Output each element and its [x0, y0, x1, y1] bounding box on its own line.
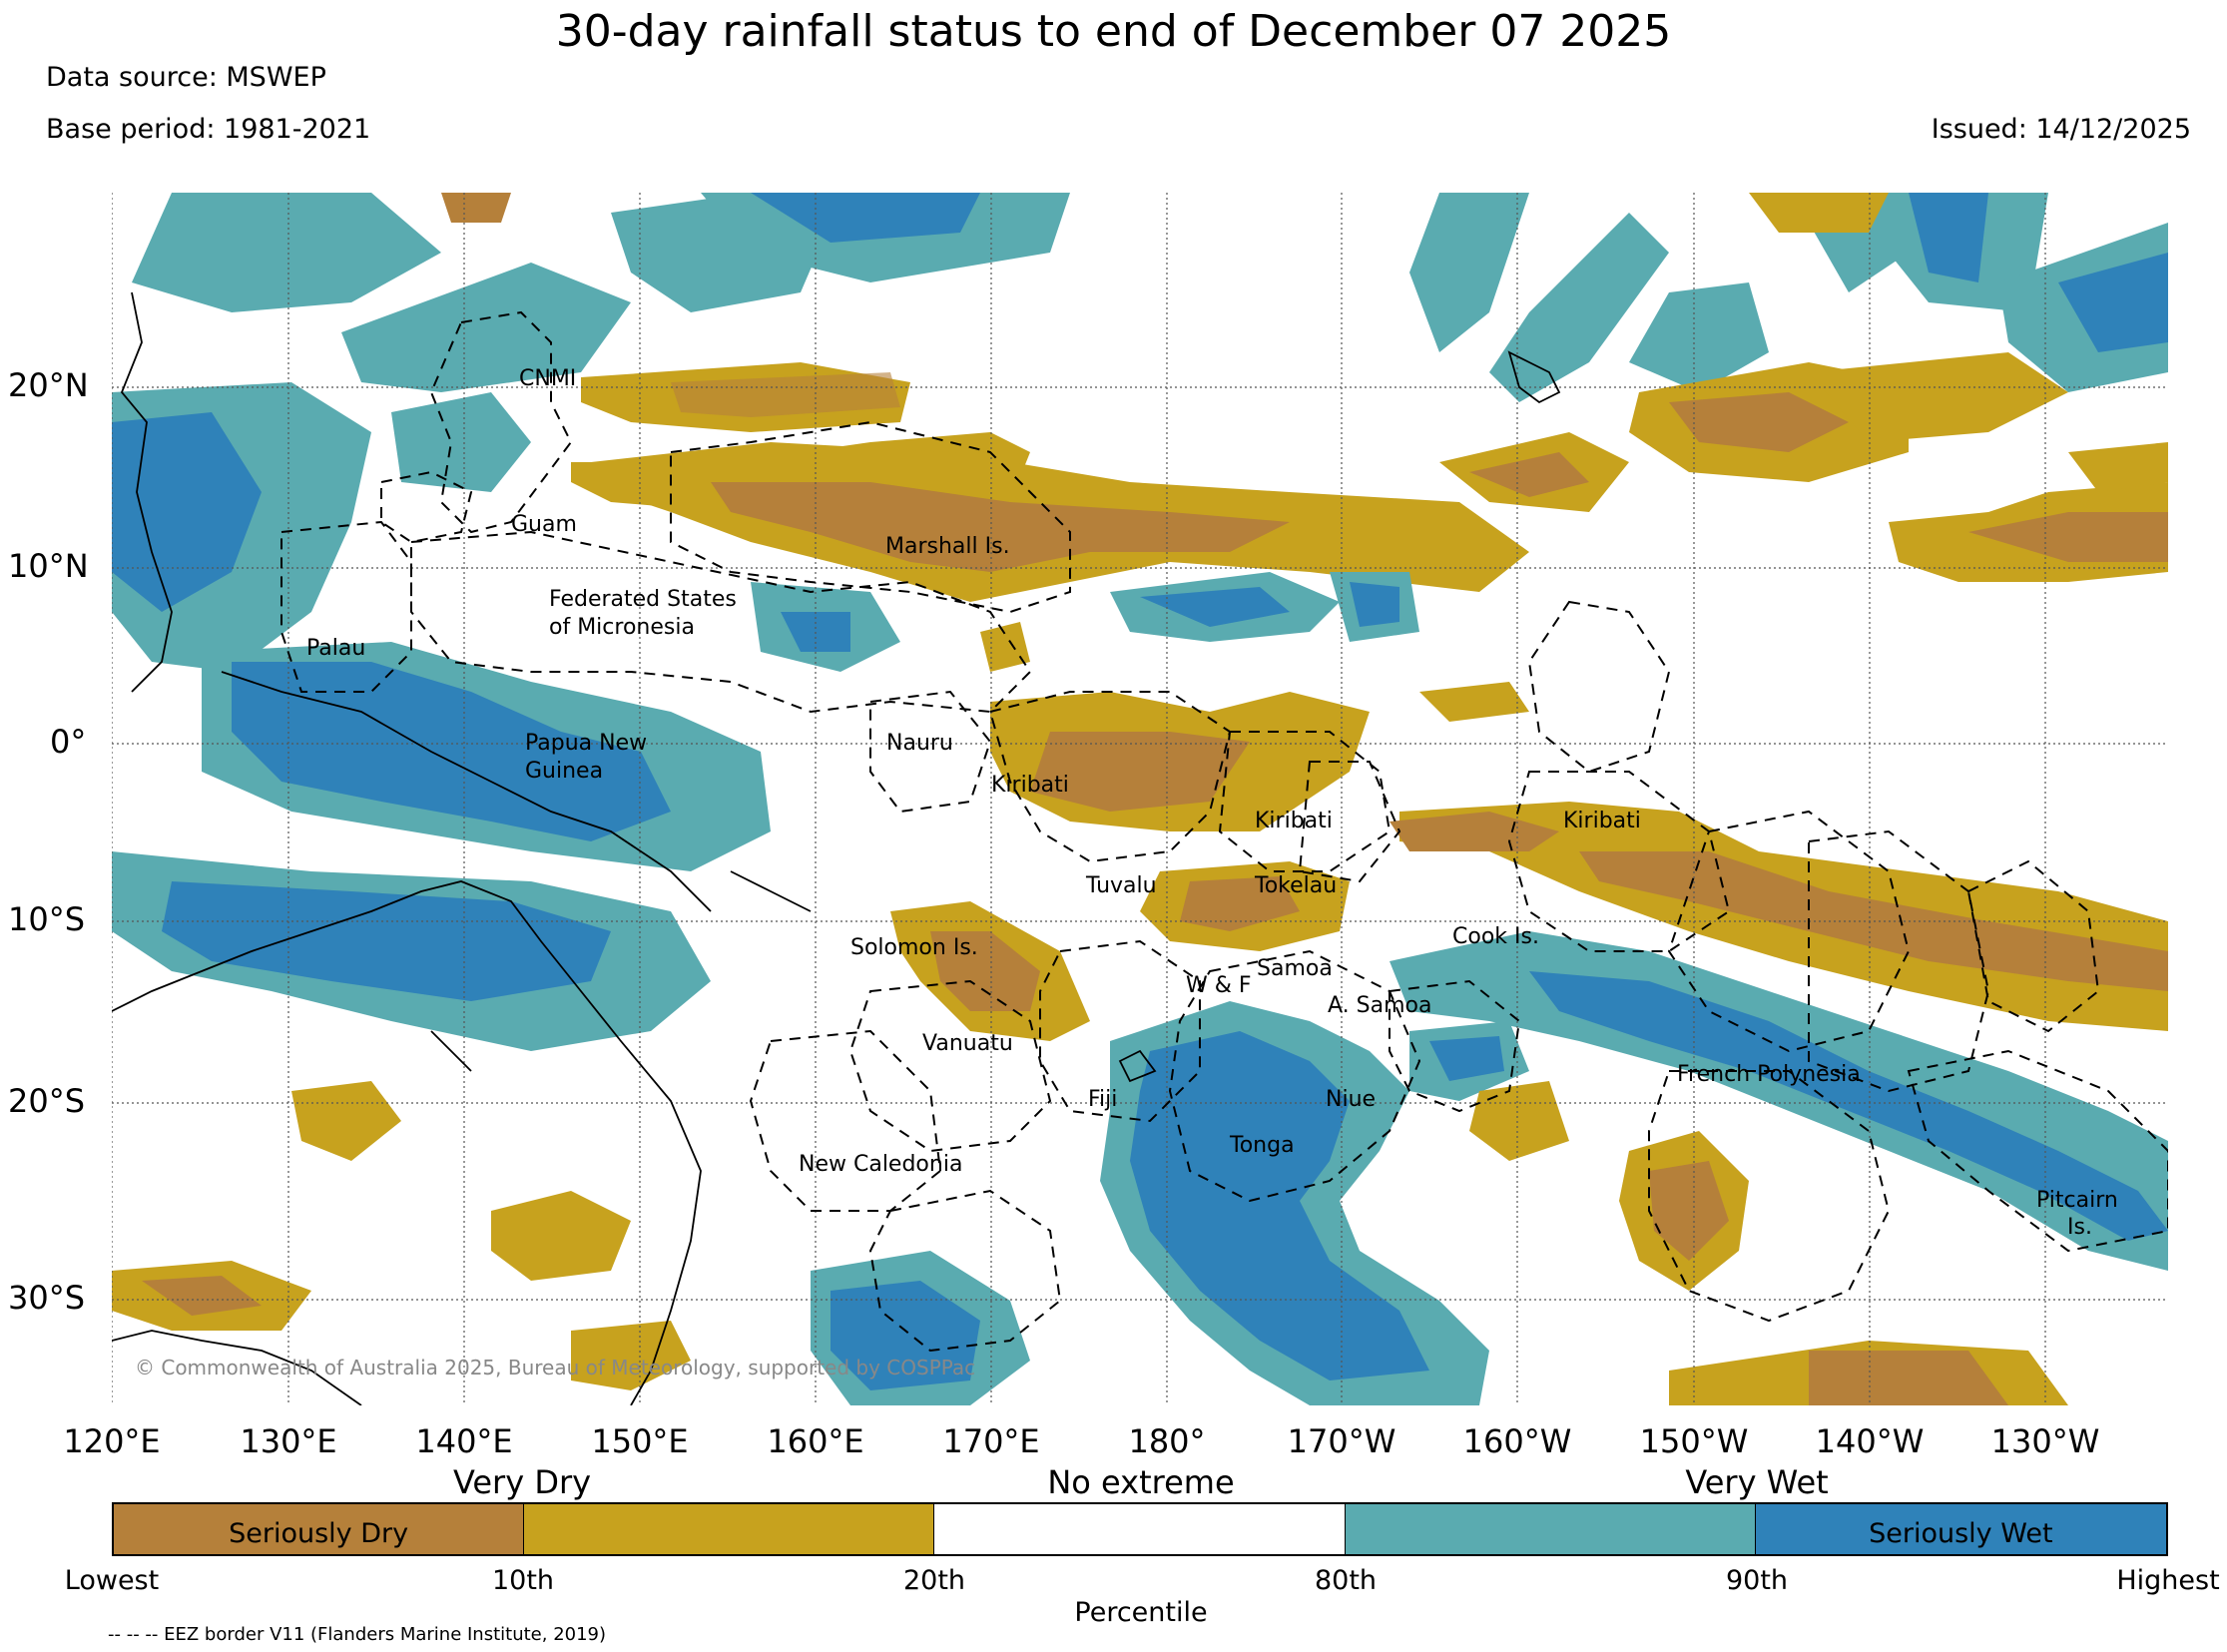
graticule [112, 193, 2168, 1405]
region-label-cook: Cook Is. [1452, 924, 1539, 949]
colorbar-tick-10th: 10th [491, 1565, 555, 1596]
colorbar-tick-80th: 80th [1314, 1565, 1378, 1596]
lon-label-160w: 160°W [1462, 1422, 1572, 1460]
legend-very-dry-title: Very Dry [452, 1463, 592, 1501]
data-source-label: Data source: MSWEP [46, 62, 326, 93]
region-label-guam: Guam [511, 512, 577, 537]
colorbar-segment-seriously-dry: Seriously Dry [114, 1504, 525, 1554]
lon-label-140e: 140°E [415, 1422, 513, 1460]
rainfall-patches [112, 193, 2168, 1405]
region-label-wallis-futuna: W & F [1186, 973, 1252, 998]
colorbar-segment-very-dry [524, 1504, 935, 1554]
colorbar-tick-20th: 20th [902, 1565, 966, 1596]
colorbar-tick-90th: 90th [1725, 1565, 1789, 1596]
region-label-palau: Palau [306, 636, 366, 661]
lon-label-150w: 150°W [1639, 1422, 1749, 1460]
region-label-tokelau: Tokelau [1255, 873, 1338, 898]
lon-label-150e: 150°E [591, 1422, 689, 1460]
region-label-marshall: Marshall Is. [885, 534, 1010, 559]
eez-borders [280, 310, 2168, 1353]
region-label-cnmi: CNMI [519, 366, 577, 391]
colorbar-tick-highest: Highest [2116, 1565, 2220, 1596]
lon-label-140w: 140°W [1815, 1422, 1925, 1460]
percentile-colorbar: Seriously Dry Seriously Wet [112, 1502, 2168, 1556]
region-label-american-samoa: A. Samoa [1328, 993, 1432, 1018]
region-label-png-line2: Guinea [525, 759, 604, 784]
colorbar-axis-title: Percentile [1074, 1597, 1208, 1628]
lon-label-160e: 160°E [767, 1422, 864, 1460]
legend-very-wet-title: Very Wet [1685, 1463, 1829, 1501]
base-period-label: Base period: 1981-2021 [46, 114, 371, 145]
legend-no-extreme-title: No extreme [1047, 1463, 1235, 1501]
coastlines [112, 291, 1561, 1405]
lat-label-0: 0° [50, 723, 87, 761]
region-label-samoa: Samoa [1257, 956, 1333, 981]
region-label-solomon: Solomon Is. [850, 935, 978, 960]
eez-border-note: -- -- -- EEZ border V11 (Flanders Marine… [108, 1624, 607, 1645]
region-label-kiribati-east: Kiribati [1563, 809, 1641, 833]
lat-label-10n: 10°N [8, 547, 89, 585]
colorbar-label-seriously-dry: Seriously Dry [229, 1518, 409, 1549]
region-label-tuvalu: Tuvalu [1086, 873, 1157, 898]
region-label-vanuatu: Vanuatu [922, 1031, 1013, 1056]
colorbar-tick-lowest: Lowest [64, 1565, 160, 1596]
region-label-fsm-line2: of Micronesia [549, 615, 695, 640]
lon-label-170e: 170°E [942, 1422, 1040, 1460]
colorbar-segment-seriously-wet: Seriously Wet [1755, 1504, 2166, 1554]
rainfall-map [112, 193, 2168, 1405]
region-label-kiribati-central: Kiribati [1255, 809, 1333, 833]
colorbar-segment-very-wet [1345, 1504, 1756, 1554]
lon-label-180: 180° [1128, 1422, 1206, 1460]
region-label-tonga: Tonga [1230, 1133, 1295, 1158]
lon-label-170w: 170°W [1287, 1422, 1396, 1460]
region-label-nauru: Nauru [886, 731, 953, 756]
region-label-pitcairn-line2: Is. [2067, 1215, 2092, 1240]
lat-label-10s: 10°S [8, 900, 86, 938]
lat-label-20s: 20°S [8, 1082, 86, 1120]
region-label-fsm-line1: Federated States [549, 587, 737, 612]
lon-label-130e: 130°E [240, 1422, 337, 1460]
colorbar-label-seriously-wet: Seriously Wet [1869, 1518, 2053, 1549]
region-label-png-line1: Papua New [525, 731, 648, 756]
region-label-new-caledonia: New Caledonia [799, 1152, 963, 1177]
copyright-notice: © Commonwealth of Australia 2025, Bureau… [135, 1356, 976, 1379]
lon-label-120e: 120°E [63, 1422, 161, 1460]
lat-label-20n: 20°N [8, 366, 89, 404]
colorbar-segment-no-extreme [934, 1504, 1346, 1554]
region-label-french-polynesia: French Polynesia [1677, 1062, 1861, 1087]
map-canvas [112, 193, 2168, 1405]
lat-label-30s: 30°S [8, 1279, 86, 1317]
region-label-pitcairn-line1: Pitcairn [2036, 1188, 2118, 1213]
region-label-kiribati-west: Kiribati [991, 773, 1069, 798]
lon-label-130w: 130°W [1990, 1422, 2100, 1460]
issued-date-label: Issued: 14/12/2025 [1931, 114, 2191, 145]
map-title: 30-day rainfall status to end of Decembe… [555, 6, 1672, 57]
region-label-fiji: Fiji [1088, 1087, 1118, 1112]
region-label-niue: Niue [1326, 1087, 1377, 1112]
